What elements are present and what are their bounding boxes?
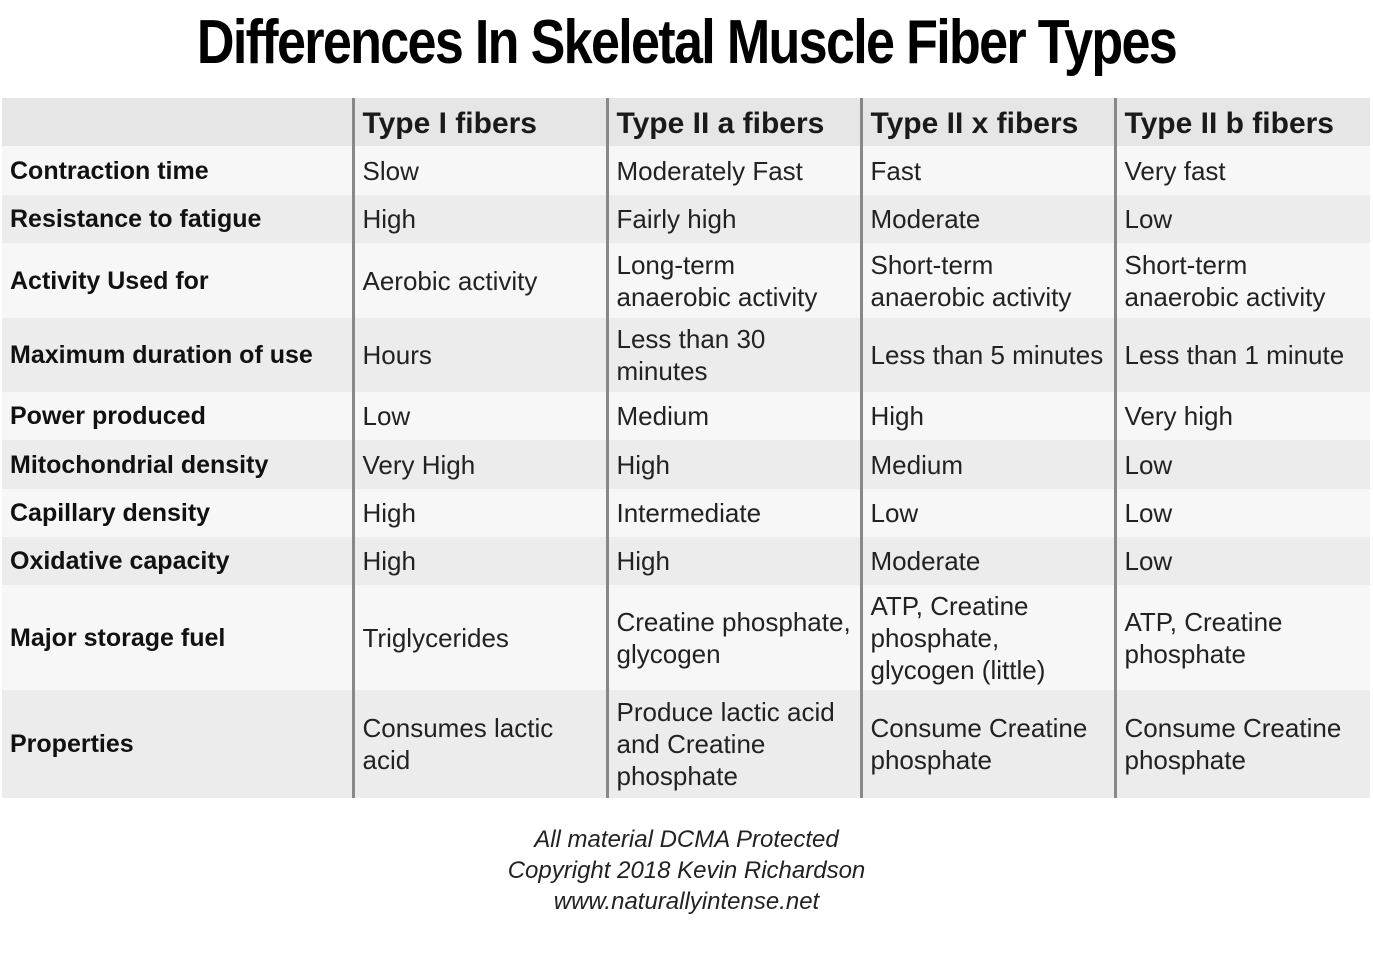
row-label: Oxidative capacity (10, 547, 230, 575)
page-title: Differences In Skeletal Muscle Fiber Typ… (196, 8, 1178, 77)
row-label: Resistance to fatigue (10, 205, 262, 233)
table-cell: Short-term anaerobic activity (1113, 243, 1370, 318)
header-type-iix: Type II x fibers (859, 98, 1115, 146)
table-cell: Fast (859, 146, 1115, 195)
table-cell: High (605, 537, 861, 585)
table-cell: Moderate (859, 537, 1115, 585)
row-label: Contraction time (10, 156, 209, 185)
table-cell: Moderately Fast (605, 146, 861, 195)
table-cell: Fairly high (605, 195, 861, 243)
table-cell: Aerobic activity (351, 243, 607, 318)
table-cell: High (351, 489, 607, 537)
table-cell: High (351, 195, 607, 243)
table-cell: Low (1113, 489, 1370, 537)
table-row: Oxidative capacity High High Moderate Lo… (2, 537, 1370, 585)
footer: All material DCMA Protected Copyright 20… (0, 824, 1373, 917)
table-cell: Low (1113, 195, 1370, 243)
table-cell: Low (351, 392, 607, 440)
header-type-iia: Type II a fibers (605, 98, 861, 146)
table-cell: Very fast (1113, 146, 1370, 195)
table-cell: Low (1113, 537, 1370, 585)
copyright-notice: All material DCMA Protected (534, 826, 839, 853)
row-label: Properties (10, 730, 134, 758)
table-cell: Triglycerides (351, 585, 607, 690)
table-cell: Consume Creatine phosphate (859, 690, 1115, 798)
table-cell: Consume Creatine phosphate (1113, 690, 1370, 798)
table-row: Resistance to fatigue High Fairly high M… (2, 195, 1370, 243)
table-cell: Creatine phosphate, glycogen (605, 585, 861, 690)
table-cell: Moderate (859, 195, 1115, 243)
table-cell: Less than 30 minutes (605, 318, 861, 392)
table-cell: Intermediate (605, 489, 861, 537)
row-label: Power produced (10, 402, 206, 430)
table-cell: Short-term anaerobic activity (859, 243, 1115, 318)
table-row: Mitochondrial density Very High High Med… (2, 440, 1370, 489)
table-row: Maximum duration of use Hours Less than … (2, 318, 1370, 392)
copyright-line: Copyright 2018 Kevin Richardson (507, 857, 866, 884)
fiber-types-table: Type I fibers Type II a fibers Type II x… (2, 98, 1370, 798)
header-row: Type I fibers Type II a fibers Type II x… (2, 98, 1370, 146)
row-label: Major storage fuel (10, 623, 226, 652)
table-cell: Less than 5 minutes (859, 318, 1115, 392)
table-row: Contraction time Slow Moderately Fast Fa… (2, 146, 1370, 195)
table-cell: Long-term anaerobic activity (605, 243, 861, 318)
table-row: Capillary density High Intermediate Low … (2, 489, 1370, 537)
row-label: Mitochondrial density (10, 450, 269, 479)
row-label: Maximum duration of use (10, 341, 313, 369)
table-cell: Very High (351, 440, 607, 489)
table-cell: ATP, Creatine phosphate, glycogen (littl… (859, 585, 1115, 690)
table-row: Power produced Low Medium High Very high (2, 392, 1370, 440)
row-label: Capillary density (10, 499, 211, 527)
table-row: Properties Consumes lactic acid Produce … (2, 690, 1370, 798)
header-type-iib: Type II b fibers (1113, 98, 1370, 146)
table-row: Major storage fuel Triglycerides Creatin… (2, 585, 1370, 690)
table-cell: Produce lactic acid and Creatine phospha… (605, 690, 861, 798)
table-cell: Less than 1 minute (1113, 318, 1370, 392)
table-cell: Medium (859, 440, 1115, 489)
table-cell: Low (859, 489, 1115, 537)
header-corner (2, 98, 353, 146)
table-cell: High (859, 392, 1115, 440)
table-cell: Very high (1113, 392, 1370, 440)
table-cell: Medium (605, 392, 861, 440)
table-row: Activity Used for Aerobic activity Long-… (2, 243, 1370, 318)
table-cell: Slow (351, 146, 607, 195)
table-cell: High (351, 537, 607, 585)
table-cell: High (605, 440, 861, 489)
row-label: Activity Used for (10, 266, 209, 295)
table-cell: Consumes lactic acid (351, 690, 607, 798)
table-cell: ATP, Creatine phosphate (1113, 585, 1370, 690)
website-url: www.naturallyintense.net (553, 888, 820, 915)
header-type-i: Type I fibers (351, 98, 607, 146)
table-cell: Low (1113, 440, 1370, 489)
table-cell: Hours (351, 318, 607, 392)
